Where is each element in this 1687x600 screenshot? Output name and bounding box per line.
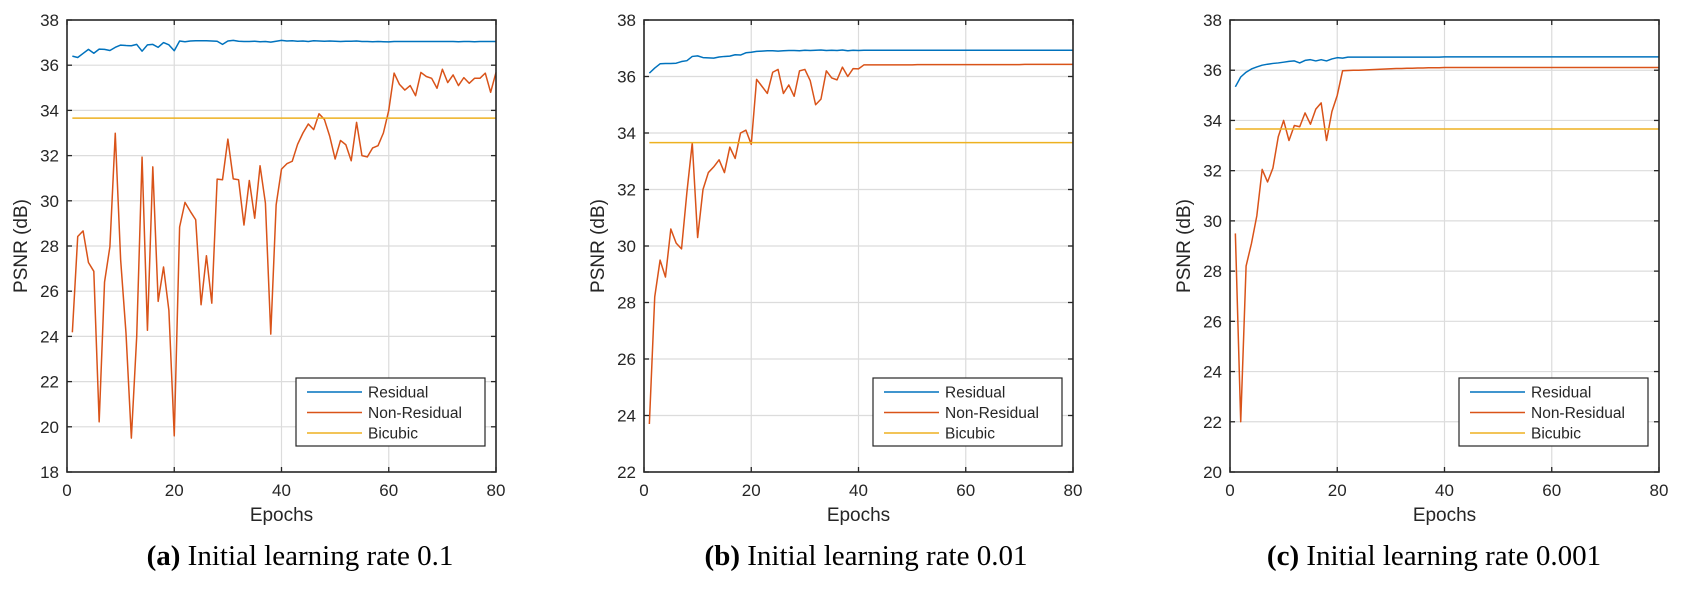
- caption-b-text: Initial learning rate 0.01: [747, 540, 1028, 572]
- y-tick-label: 24: [617, 407, 636, 426]
- caption-c-text: Initial learning rate 0.001: [1306, 540, 1602, 572]
- caption-a-label: (a): [146, 540, 181, 572]
- y-tick-label: 24: [1203, 363, 1222, 382]
- series-line-residual: [648, 49, 1073, 74]
- x-tick-label: 80: [1650, 481, 1669, 500]
- x-tick-label: 60: [1542, 481, 1561, 500]
- y-tick-label: 24: [40, 327, 59, 346]
- y-tick-label: 36: [617, 68, 636, 87]
- x-axis-label: Epochs: [827, 505, 890, 526]
- y-tick-label: 32: [40, 147, 59, 166]
- y-tick-label: 18: [40, 463, 59, 482]
- legend-entry-label: Residual: [945, 385, 1005, 402]
- series-line-residual: [72, 39, 496, 59]
- y-tick-label: 22: [617, 463, 636, 482]
- chart-b: 0 20 40 60 80 22 24 26 28 30 32 34 36 38 Epochs PSNR (d…: [588, 11, 1082, 526]
- y-tick-label: 26: [40, 282, 59, 301]
- y-tick-label: 28: [1203, 262, 1222, 281]
- x-tick-label: 0: [639, 481, 648, 500]
- x-axis-label: Epochs: [250, 505, 313, 526]
- legend-entry-label: Bicubic: [945, 426, 995, 443]
- series-line-non-residual: [648, 63, 1073, 425]
- legend: Residual Non-Residual Bicubic: [872, 377, 1063, 447]
- y-tick-label: 30: [617, 237, 636, 256]
- y-tick-label: 38: [40, 11, 59, 30]
- caption-a-text: Initial learning rate 0.1: [187, 540, 454, 572]
- y-tick-label: 20: [40, 418, 59, 437]
- y-axis-label: PSNR (dB): [1174, 199, 1195, 293]
- x-tick-label: 20: [165, 481, 184, 500]
- caption-a: (a) Initial learning rate 0.1: [147, 540, 454, 573]
- y-tick-label: 34: [617, 124, 636, 143]
- legend-entry-label: Residual: [1531, 385, 1591, 402]
- y-tick-label: 38: [1203, 11, 1222, 30]
- x-tick-label: 80: [487, 481, 506, 500]
- series-line-non-residual: [71, 68, 497, 439]
- legend: Residual Non-Residual Bicubic: [1458, 377, 1649, 447]
- x-tick-label: 40: [849, 481, 868, 500]
- y-tick-label: 22: [1203, 413, 1222, 432]
- legend-entry-label: Bicubic: [1531, 426, 1581, 443]
- grid: [67, 20, 496, 472]
- x-tick-label: 80: [1064, 481, 1083, 500]
- y-tick-label: 32: [617, 181, 636, 200]
- y-tick-label: 34: [1203, 111, 1222, 130]
- x-tick-label: 40: [1435, 481, 1454, 500]
- chart-a: 0 20 40 60 80 18 20 22 24 26 28 30 32 34 36 38 Epochs PSN…: [11, 11, 505, 526]
- caption-b: (b) Initial learning rate 0.01: [705, 540, 1028, 573]
- y-tick-label: 30: [1203, 212, 1222, 231]
- x-tick-label: 60: [956, 481, 975, 500]
- legend: Residual Non-Residual Bicubic: [295, 377, 486, 447]
- x-tick-label: 20: [742, 481, 761, 500]
- y-tick-label: 36: [40, 56, 59, 75]
- x-tick-label: 20: [1328, 481, 1347, 500]
- y-tick-label: 34: [40, 101, 59, 120]
- legend-entry-label: Non-Residual: [1531, 405, 1625, 422]
- chart-c: 0 20 40 60 8020222426283032343638EpochsPSNR …: [1174, 11, 1668, 526]
- series-line-residual: [1234, 56, 1659, 88]
- caption-b-label: (b): [704, 540, 740, 572]
- legend-entry-label: Non-Residual: [368, 405, 462, 422]
- x-tick-label: 40: [272, 481, 291, 500]
- legend-entry-label: Residual: [368, 385, 428, 402]
- series-line-non-residual: [1234, 66, 1659, 423]
- y-tick-label: 26: [617, 350, 636, 369]
- y-tick-label: 30: [40, 192, 59, 211]
- legend-entry-label: Bicubic: [368, 426, 418, 443]
- y-tick-label: 22: [40, 373, 59, 392]
- y-tick-label: 26: [1203, 312, 1222, 331]
- caption-c-label: (c): [1266, 540, 1300, 572]
- y-tick-label: 28: [617, 294, 636, 313]
- y-tick-label: 32: [1203, 162, 1222, 181]
- y-tick-label: 20: [1203, 463, 1222, 482]
- x-tick-label: 0: [1225, 481, 1234, 500]
- y-tick-label: 38: [617, 11, 636, 30]
- y-axis-label: PSNR (dB): [588, 199, 609, 293]
- legend-entry-label: Non-Residual: [945, 405, 1039, 422]
- caption-c: (c) Initial learning rate 0.001: [1267, 540, 1601, 573]
- y-tick-label: 36: [1203, 61, 1222, 80]
- y-tick-label: 28: [40, 237, 59, 256]
- y-axis-label: PSNR (dB): [11, 199, 32, 293]
- x-tick-label: 0: [62, 481, 71, 500]
- x-tick-label: 60: [379, 481, 398, 500]
- x-axis-label: Epochs: [1413, 505, 1476, 526]
